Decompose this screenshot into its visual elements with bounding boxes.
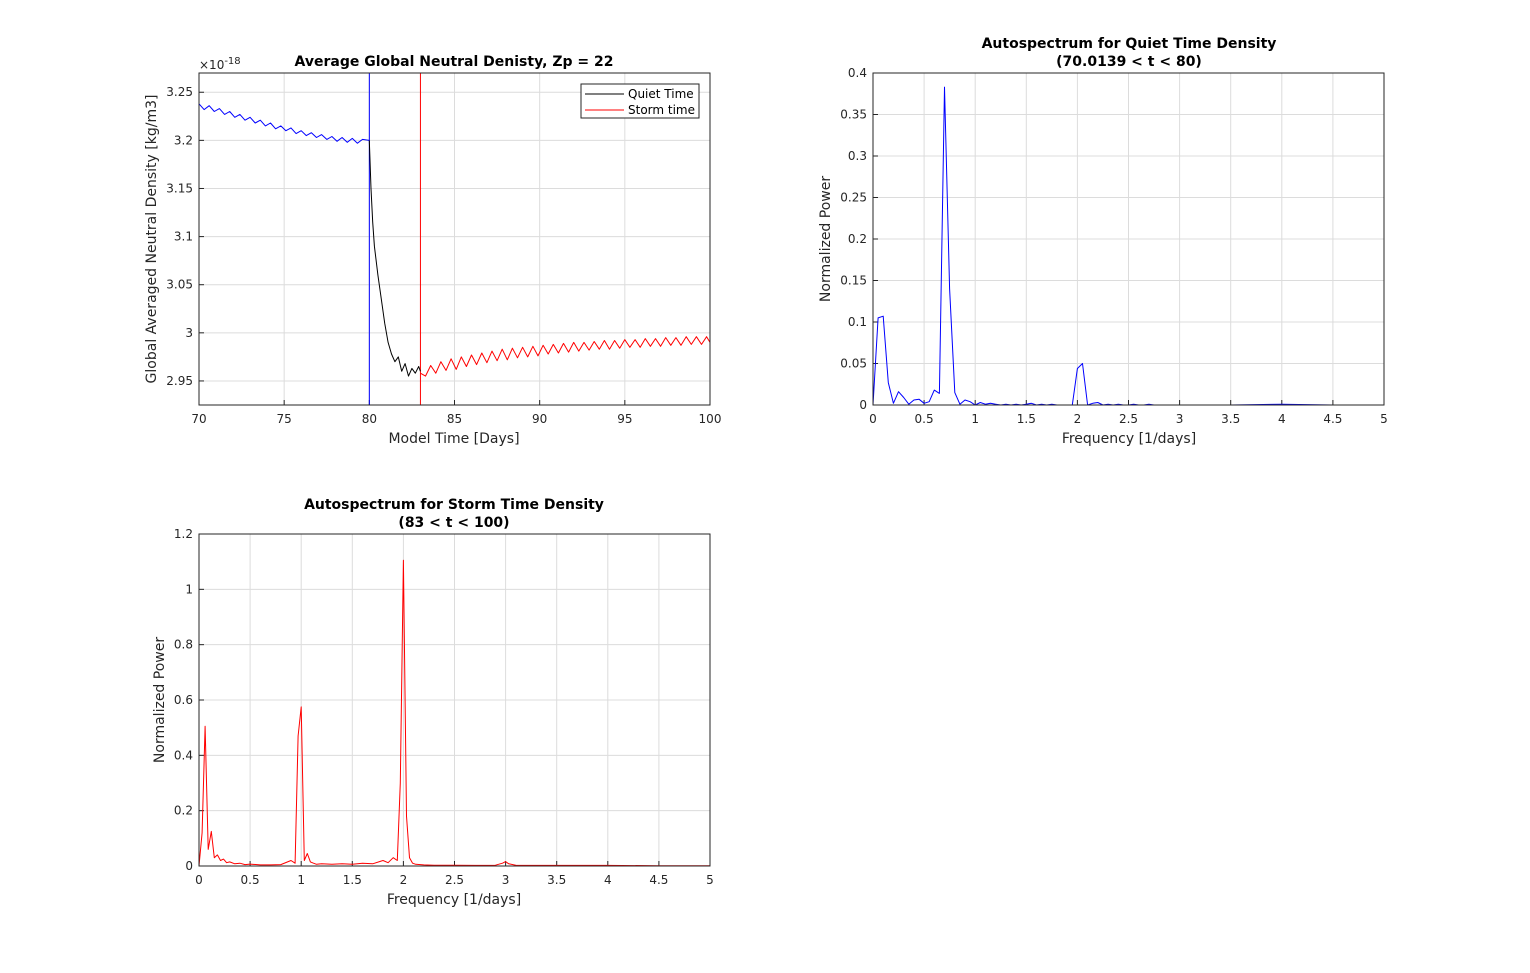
- series-line: [420, 336, 711, 377]
- y-tick-label: 3.05: [166, 278, 193, 292]
- chart-title: Autospectrum for Quiet Time Density: [982, 36, 1277, 52]
- x-tick-label: 1.5: [343, 873, 362, 887]
- exponent-label: ×10-18: [199, 56, 241, 72]
- data-lines: [198, 103, 711, 377]
- x-tick-label: 3.5: [547, 873, 566, 887]
- y-tick-label: 3: [185, 326, 193, 340]
- x-tick-label: 0: [869, 412, 877, 426]
- x-tick-label: 0: [195, 873, 203, 887]
- y-tick-label: 1: [185, 582, 193, 596]
- x-tick-label: 75: [277, 412, 292, 426]
- y-tick-label: 3.2: [174, 133, 193, 147]
- x-tick-label: 0.5: [915, 412, 934, 426]
- y-tick-label: 1.2: [174, 527, 193, 541]
- storm-autospectrum-panel: Autospectrum for Storm Time Density (83 …: [152, 497, 714, 908]
- axes-box: [872, 72, 1385, 406]
- y-axis-label: Normalized Power: [818, 176, 834, 302]
- y-tick-label: 2.95: [166, 374, 193, 388]
- chart-subtitle: (70.0139 < t < 80): [1056, 54, 1202, 70]
- x-axis-label: Model Time [Days]: [388, 431, 519, 447]
- grid: [872, 72, 1385, 406]
- y-axis-label: Normalized Power: [152, 637, 168, 763]
- y-tick-label: 0.3: [848, 149, 867, 163]
- legend: Quiet Time Storm time: [580, 83, 700, 119]
- x-tick-labels: 70 75 80 85 90 95 100: [191, 412, 721, 426]
- x-tick-label: 90: [532, 412, 547, 426]
- legend-label-storm: Storm time: [628, 103, 695, 117]
- chart-subtitle: (83 < t < 100): [398, 515, 509, 531]
- axes-box: [198, 72, 711, 406]
- y-tick-label: 0.2: [848, 232, 867, 246]
- x-tick-label: 80: [362, 412, 377, 426]
- data-lines: [198, 559, 710, 867]
- y-tick-label: 0.1: [848, 315, 867, 329]
- x-tick-label: 3.5: [1221, 412, 1240, 426]
- x-tick-label: 3: [502, 873, 510, 887]
- grid: [198, 533, 711, 867]
- y-tick-label: 0.6: [174, 693, 193, 707]
- x-tick-label: 3: [1176, 412, 1184, 426]
- x-tick-label: 2.5: [1119, 412, 1138, 426]
- x-tick-label: 4: [604, 873, 612, 887]
- y-tick-label: 0: [185, 859, 193, 873]
- y-tick-label: 0.35: [840, 108, 867, 122]
- x-axis-label: Frequency [1/days]: [1062, 431, 1196, 447]
- y-axis-label: Global Averaged Neutral Density [kg/m3]: [144, 95, 160, 384]
- x-tick-label: 5: [1380, 412, 1388, 426]
- y-tick-label: 0.05: [840, 357, 867, 371]
- x-tick-label: 1.5: [1017, 412, 1036, 426]
- x-tick-label: 1: [971, 412, 979, 426]
- x-tick-label: 95: [617, 412, 632, 426]
- x-tick-label: 2: [1074, 412, 1082, 426]
- data-lines: [872, 86, 1384, 406]
- density-time-series-panel: Average Global Neutral Denisty, Zp = 22 …: [144, 54, 721, 447]
- x-tick-label: 70: [191, 412, 206, 426]
- x-tick-label: 4.5: [1323, 412, 1342, 426]
- x-tick-label: 1: [297, 873, 305, 887]
- y-tick-labels: 0 0.2 0.4 0.6 0.8 1 1.2: [174, 527, 193, 873]
- quiet-autospectrum-panel: Autospectrum for Quiet Time Density (70.…: [818, 36, 1388, 447]
- y-tick-label: 0.15: [840, 274, 867, 288]
- chart-title: Autospectrum for Storm Time Density: [304, 497, 604, 513]
- y-tick-label: 0.2: [174, 804, 193, 818]
- y-tick-label: 0.4: [174, 748, 193, 762]
- y-tick-label: 3.15: [166, 181, 193, 195]
- grid: [198, 73, 711, 405]
- x-axis-label: Frequency [1/days]: [387, 892, 521, 908]
- x-tick-label: 100: [699, 412, 722, 426]
- axes-box: [198, 533, 711, 867]
- x-tick-label: 4.5: [649, 873, 668, 887]
- x-tick-labels: 0 0.5 1 1.5 2 2.5 3 3.5 4 4.5 5: [195, 873, 714, 887]
- x-tick-label: 4: [1278, 412, 1286, 426]
- x-tick-label: 2: [400, 873, 408, 887]
- y-tick-label: 3.1: [174, 230, 193, 244]
- x-tick-label: 85: [447, 412, 462, 426]
- y-tick-label: 0.8: [174, 638, 193, 652]
- y-tick-label: 0: [859, 398, 867, 412]
- legend-box: [580, 83, 700, 119]
- y-tick-label: 0.4: [848, 66, 867, 80]
- series-line: [872, 86, 1384, 406]
- y-tick-label: 3.25: [166, 85, 193, 99]
- y-tick-labels: 0 0.05 0.1 0.15 0.2 0.25 0.3 0.35 0.4: [840, 66, 867, 412]
- series-line: [198, 559, 710, 867]
- series-line: [368, 140, 421, 377]
- y-tick-labels: 2.95 3 3.05 3.1 3.15 3.2 3.25: [166, 85, 193, 388]
- series-line: [198, 103, 370, 144]
- chart-title: Average Global Neutral Denisty, Zp = 22: [295, 54, 614, 70]
- x-tick-label: 5: [706, 873, 714, 887]
- x-tick-label: 2.5: [445, 873, 464, 887]
- legend-label-quiet: Quiet Time: [628, 87, 694, 101]
- y-tick-label: 0.25: [840, 191, 867, 205]
- x-tick-labels: 0 0.5 1 1.5 2 2.5 3 3.5 4 4.5 5: [869, 412, 1388, 426]
- x-tick-label: 0.5: [241, 873, 260, 887]
